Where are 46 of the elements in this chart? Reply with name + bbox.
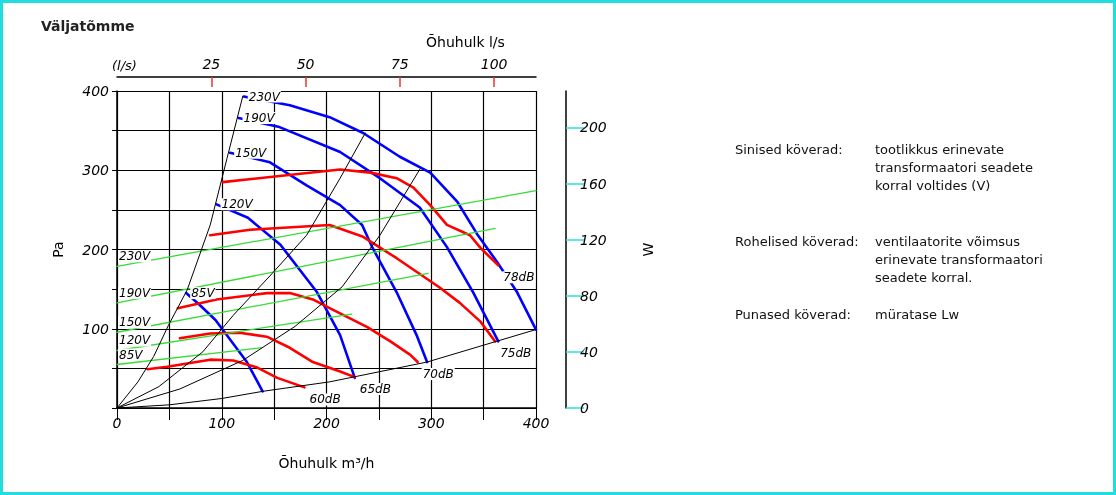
x2-tick-label: 25	[202, 56, 221, 72]
series-label: 85V	[119, 347, 144, 362]
y2-axis-title: W	[640, 242, 656, 257]
y2-tick-label: 40	[580, 343, 598, 360]
x-tick-label: 100	[208, 415, 236, 431]
x-axis-title: Õhuhulk m³/h	[278, 455, 375, 471]
series-label: 190V	[119, 285, 151, 300]
y2-tick-label: 80	[580, 287, 598, 304]
y-tick-label: 400	[82, 83, 110, 99]
y-axis-title: Pa	[50, 241, 66, 258]
series-label: 230V	[248, 89, 281, 104]
series-label: 65dB	[359, 382, 391, 397]
text: ventilaatorite võimsus erinevate transformaatori seadete korral.	[875, 233, 1043, 285]
y-tick-label: 100	[82, 320, 110, 337]
text: (l/s)	[112, 58, 137, 73]
x-tick-label: 400	[522, 415, 550, 431]
y2-tick-label: 0	[580, 400, 589, 416]
x2-tick-label: 75	[390, 56, 409, 72]
series-label: 120V	[119, 333, 151, 348]
x-tick-label: 300	[417, 415, 445, 431]
x2-tick-label: 100	[480, 56, 508, 72]
series-label: 78dB	[503, 270, 535, 285]
y-tick-label: 200	[82, 241, 110, 258]
text: Punased köverad:	[735, 306, 851, 322]
text: müratase Lw	[875, 306, 960, 322]
series-label: 230V	[119, 249, 151, 264]
x2-axis-title: Õhuhulk l/s	[426, 34, 505, 50]
y2-tick-label: 160	[580, 175, 607, 192]
series-label: 70dB	[422, 367, 454, 382]
text: Rohelised köverad:	[735, 233, 859, 249]
y2-tick-label: 200	[580, 119, 607, 136]
x2-tick-label: 50	[296, 56, 315, 72]
series-label: 150V	[119, 315, 151, 330]
x-tick-label: 0	[112, 415, 122, 431]
series-label: 150V	[235, 145, 268, 160]
y-tick-label: 300	[82, 162, 110, 179]
text: tootlikkus erinevate transformaatori seadete korral voltides (V)	[875, 141, 1033, 193]
series-label: 60dB	[309, 392, 341, 407]
series-label: 190V	[243, 110, 276, 125]
series-label: 75dB	[500, 346, 532, 361]
chart-title: Väljatõmme	[41, 18, 135, 34]
x-tick-label: 200	[313, 415, 340, 431]
series-label: 85V	[191, 286, 216, 301]
series-label: 120V	[221, 197, 254, 212]
text: Sinised köverad:	[735, 141, 843, 157]
y2-tick-label: 120	[580, 231, 607, 248]
